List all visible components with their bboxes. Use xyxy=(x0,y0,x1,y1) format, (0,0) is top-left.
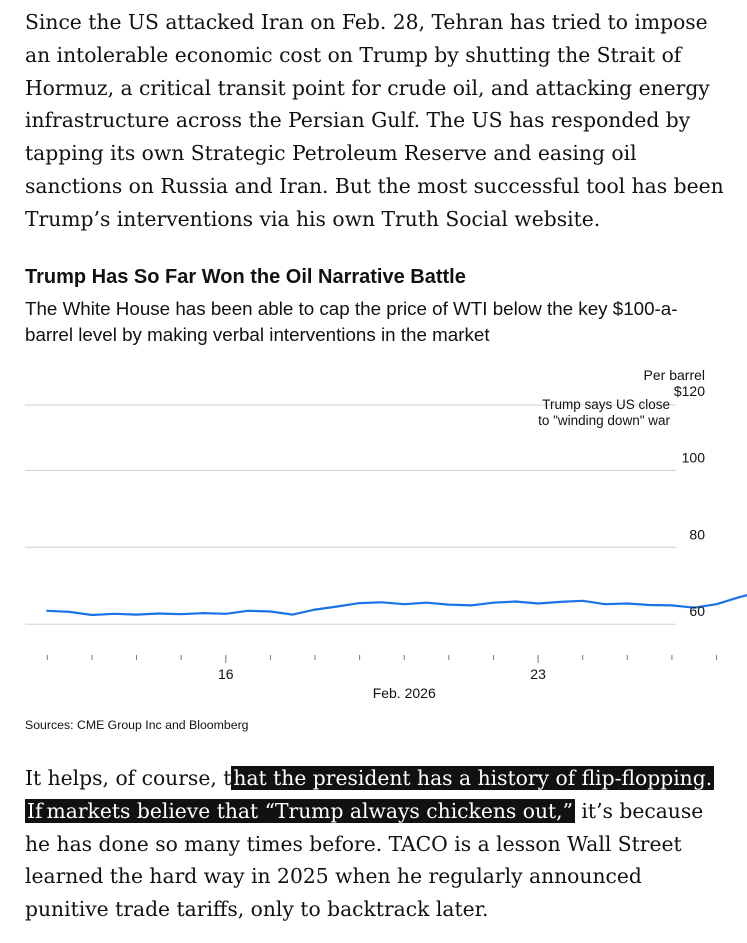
event-annotations: US-Israelattack IranTrump says the waref… xyxy=(538,397,670,428)
x-month-label: Feb. 2026 xyxy=(373,685,436,701)
x-tick-label: 23 xyxy=(530,666,546,682)
data-point xyxy=(581,599,584,602)
data-point xyxy=(537,602,539,605)
data-point xyxy=(247,609,250,612)
chart-title: Trump Has So Far Won the Oil Narrative B… xyxy=(25,266,466,288)
data-point xyxy=(470,604,473,607)
data-point xyxy=(559,601,562,603)
data-point xyxy=(336,605,339,608)
y-tick-label: 80 xyxy=(689,526,705,542)
chart-subtitle: The White House has been able to cap the… xyxy=(25,298,678,345)
gridlines xyxy=(25,404,676,625)
series-line-wti xyxy=(46,594,747,617)
paragraph-2-start: It helps, of course, t xyxy=(25,766,232,790)
data-point xyxy=(403,603,406,606)
data-point xyxy=(693,606,696,609)
data-point xyxy=(68,611,71,613)
data-point xyxy=(381,601,383,604)
data-point xyxy=(425,601,428,604)
data-point xyxy=(604,603,606,606)
data-point xyxy=(671,604,673,607)
x-axis xyxy=(46,655,718,663)
data-point xyxy=(135,613,138,616)
data-point xyxy=(447,603,450,606)
paragraph-2-end: it’s because he has done so many times b… xyxy=(25,798,704,922)
y-tick-label: $120 xyxy=(674,383,705,399)
article-paragraph-2: It helps, of course, that the president … xyxy=(25,762,725,926)
y-unit-label: Per barrel xyxy=(644,367,705,383)
data-point xyxy=(626,602,629,605)
data-point xyxy=(514,600,517,603)
series-layer xyxy=(46,594,747,617)
highlighted-text-2: markets believe that “Trump always chick… xyxy=(44,798,575,823)
data-point xyxy=(291,613,294,616)
data-point xyxy=(91,614,93,616)
data-point xyxy=(202,612,205,614)
chart-source: Sources: CME Group Inc and Bloomberg xyxy=(25,718,249,732)
x-tick-label: 16 xyxy=(218,666,234,682)
data-point xyxy=(157,612,160,615)
data-point xyxy=(648,604,651,606)
event-label-winding-down: Trump says US close to "winding down" war xyxy=(538,397,670,428)
wti-price-chart: US-Israelattack IranTrump says the waref… xyxy=(25,367,747,701)
y-tick-label: 60 xyxy=(689,603,705,619)
article-paragraph-1: Since the US attacked Iran on Feb. 28, T… xyxy=(25,10,724,231)
data-point xyxy=(715,603,718,606)
data-point xyxy=(492,601,495,604)
data-point xyxy=(46,609,49,612)
data-point xyxy=(737,596,740,599)
data-point xyxy=(314,608,316,611)
y-tick-label: 100 xyxy=(682,449,706,465)
data-point xyxy=(113,612,116,615)
data-point xyxy=(224,612,227,615)
data-point xyxy=(180,613,183,616)
data-point xyxy=(358,602,361,604)
data-point xyxy=(269,610,272,613)
